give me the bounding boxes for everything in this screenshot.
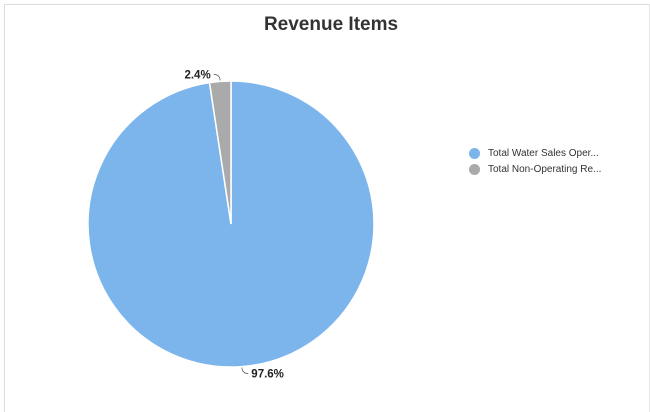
chart-title: Revenue Items bbox=[263, 14, 399, 35]
legend-item-non-operating[interactable]: Total Non-Operating Re... bbox=[469, 162, 601, 177]
legend-item-water-sales[interactable]: Total Water Sales Oper... bbox=[469, 146, 601, 161]
legend-label-water-sales: Total Water Sales Oper... bbox=[488, 148, 599, 159]
chart-legend: Total Water Sales Oper... Total Non-Oper… bbox=[469, 146, 601, 178]
pie-slices bbox=[87, 80, 375, 368]
pie-leader-lines bbox=[213, 74, 249, 374]
pie-slice-1[interactable] bbox=[208, 80, 232, 225]
legend-marker-non-operating bbox=[469, 164, 480, 175]
pie-data-label-1: 2.4% bbox=[184, 69, 210, 81]
legend-marker-water-sales bbox=[469, 148, 480, 159]
pie-data-labels: 97.6% 2.4% bbox=[184, 69, 283, 380]
pie-data-label-0: 97.6% bbox=[251, 369, 284, 381]
pie-leader-line-0 bbox=[241, 367, 249, 374]
pie-leader-line-1 bbox=[213, 74, 221, 81]
legend-label-non-operating: Total Non-Operating Re... bbox=[488, 164, 602, 175]
